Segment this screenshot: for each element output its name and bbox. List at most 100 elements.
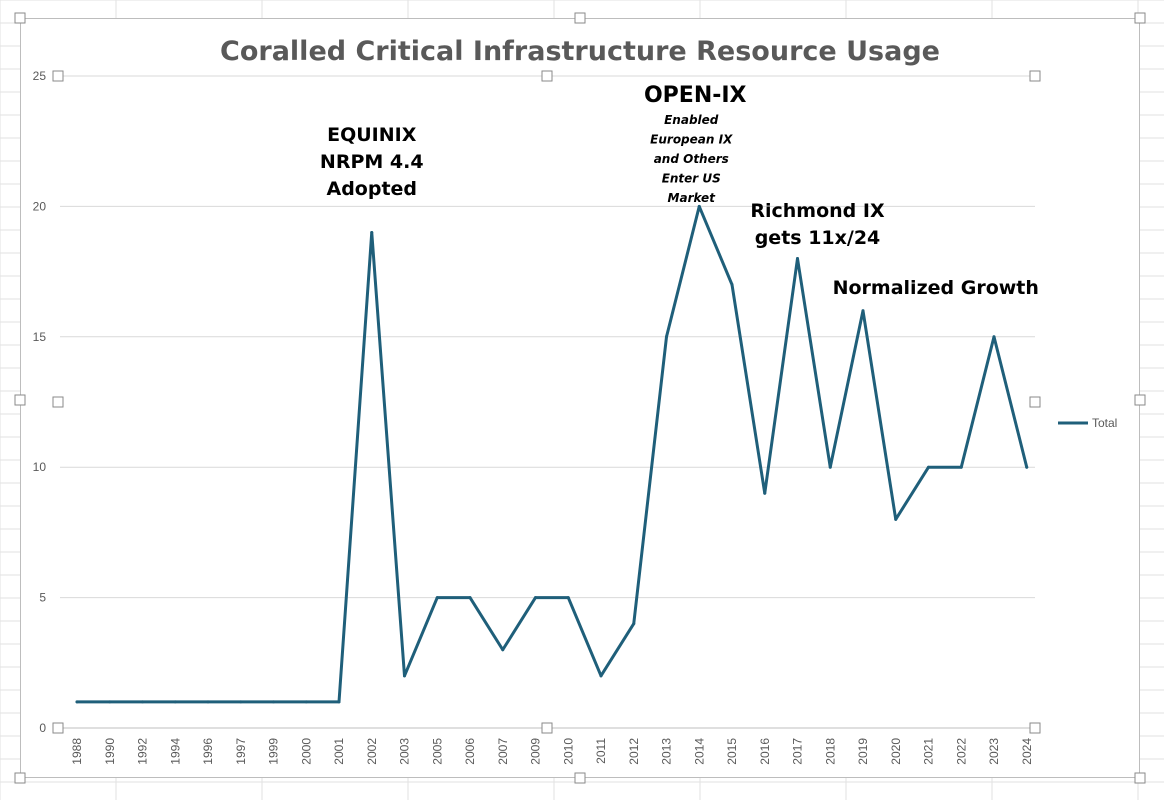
x-tick-label: 2015	[725, 738, 739, 765]
annotation-normalized-growth: Normalized Growth	[833, 277, 1039, 299]
x-tick-label: 2023	[987, 738, 1001, 765]
data-point[interactable]	[828, 465, 832, 469]
selection-handles[interactable]	[14, 12, 1146, 784]
annotation-open-ix: Enabled	[664, 113, 719, 127]
x-tick-label: 2019	[856, 738, 870, 765]
x-tick-label: 1990	[103, 738, 117, 765]
data-point[interactable]	[370, 230, 374, 234]
data-point[interactable]	[435, 596, 439, 600]
annotation-open-ix: Market	[668, 191, 717, 205]
chart-resize-handle[interactable]	[574, 12, 586, 24]
annotations: EQUINIX NRPM 4.4 Adopted OPEN-IX Enabled Euro…	[320, 83, 1039, 299]
data-point[interactable]	[239, 700, 243, 704]
chart-resize-handle[interactable]	[1134, 772, 1146, 784]
plot-resize-handle[interactable]	[52, 722, 64, 734]
x-tick-label: 2005	[430, 738, 444, 765]
series-layer	[75, 204, 1029, 704]
chart-resize-handle[interactable]	[1134, 394, 1146, 406]
y-tick-label: 5	[39, 591, 46, 605]
data-point[interactable]	[206, 700, 210, 704]
data-point[interactable]	[697, 204, 701, 208]
x-tick-label: 1997	[234, 738, 248, 765]
x-tick-label: 2018	[823, 738, 837, 765]
chart-title: Coralled Critical Infrastructure Resourc…	[220, 36, 940, 67]
data-point[interactable]	[894, 517, 898, 521]
data-point[interactable]	[534, 596, 537, 600]
data-point[interactable]	[75, 700, 79, 704]
legend[interactable]: Total	[1058, 416, 1117, 430]
data-point[interactable]	[501, 648, 505, 652]
annotation-equinix: EQUINIX	[327, 124, 417, 146]
y-tick-label: 15	[33, 330, 47, 344]
x-tick-label: 2000	[299, 738, 313, 765]
data-point[interactable]	[763, 491, 767, 495]
x-tick-label: 1992	[136, 738, 150, 765]
legend-label-total: Total	[1092, 416, 1117, 430]
x-tick-label: 2003	[398, 738, 412, 765]
y-tick-label: 0	[39, 721, 46, 735]
data-point[interactable]	[632, 622, 636, 626]
x-tick-label: 2013	[660, 738, 674, 765]
y-tick-label: 25	[33, 69, 47, 83]
x-tick-label: 2007	[496, 738, 510, 765]
plot-resize-handle[interactable]	[1029, 396, 1041, 408]
chart-area[interactable]	[20, 18, 1140, 778]
x-tick-label: 2011	[594, 738, 608, 764]
data-point[interactable]	[141, 700, 144, 704]
series-line-0[interactable]	[75, 204, 1029, 704]
annotation-open-ix: and Others	[654, 152, 729, 166]
data-point[interactable]	[566, 596, 570, 600]
x-tick-label: 2006	[463, 738, 477, 765]
data-point[interactable]	[599, 674, 603, 678]
data-point[interactable]	[468, 596, 472, 600]
data-point[interactable]	[992, 335, 996, 339]
chart-resize-handle[interactable]	[14, 772, 26, 784]
data-point[interactable]	[304, 700, 308, 704]
plot-resize-handle[interactable]	[1029, 722, 1041, 734]
annotation-equinix: NRPM 4.4	[320, 151, 424, 173]
x-tick-label: 2016	[758, 738, 772, 765]
x-tick-label: 2020	[889, 738, 903, 765]
annotation-open-ix: Enter US	[662, 172, 721, 186]
y-tick-label: 20	[33, 199, 47, 213]
plot-resize-handle[interactable]	[541, 70, 553, 82]
annotation-open-ix-heading: OPEN-IX	[644, 83, 747, 108]
plot-resize-handle[interactable]	[52, 70, 64, 82]
x-tick-label: 2010	[561, 738, 575, 765]
data-point[interactable]	[272, 700, 275, 704]
annotation-open-ix: European IX	[650, 133, 733, 147]
data-point[interactable]	[796, 257, 799, 261]
x-tick-label: 2002	[365, 738, 379, 765]
data-point[interactable]	[665, 335, 668, 339]
x-tick-label: 2012	[627, 738, 641, 765]
x-tick-label: 2024	[1020, 738, 1034, 765]
data-point[interactable]	[1025, 465, 1029, 469]
chart-resize-handle[interactable]	[1134, 12, 1146, 24]
data-point[interactable]	[861, 309, 865, 313]
gridlines	[60, 75, 1035, 729]
annotation-richmond-ix: Richmond IX	[750, 200, 885, 222]
y-axis-ticks: 0 5 10 15 20 25	[33, 69, 47, 735]
chart-resize-handle[interactable]	[14, 12, 26, 24]
x-tick-label: 1988	[70, 738, 84, 765]
chart-resize-handle[interactable]	[574, 772, 586, 784]
x-tick-label: 2022	[954, 738, 968, 765]
x-tick-label: 2009	[529, 738, 543, 765]
plot-resize-handle[interactable]	[541, 722, 553, 734]
data-point[interactable]	[730, 283, 734, 287]
data-point[interactable]	[337, 700, 341, 704]
x-tick-label: 1994	[168, 738, 182, 765]
data-point[interactable]	[403, 674, 406, 678]
data-point[interactable]	[927, 465, 930, 469]
plot-resize-handle[interactable]	[1029, 70, 1041, 82]
x-tick-label: 2021	[922, 738, 936, 765]
plot-resize-handle[interactable]	[52, 396, 64, 408]
x-tick-label: 2014	[692, 738, 706, 765]
chart-resize-handle[interactable]	[14, 394, 26, 406]
data-point[interactable]	[108, 700, 112, 704]
x-tick-label: 1996	[201, 738, 215, 765]
data-point[interactable]	[173, 700, 177, 704]
x-axis-ticks: 1988 1990 1992 1994 1996 1997 1999 2000 2001 2002…	[70, 738, 1034, 765]
data-point[interactable]	[959, 465, 963, 469]
